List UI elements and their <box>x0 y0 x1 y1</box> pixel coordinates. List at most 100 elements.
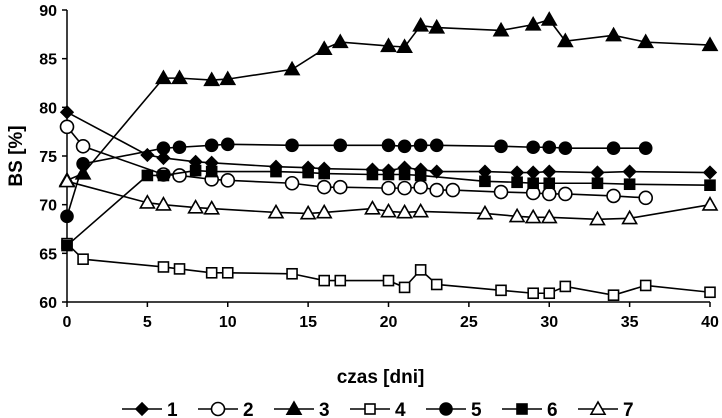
data-point <box>315 203 333 219</box>
data-point <box>397 139 412 154</box>
x-tick-label: 20 <box>380 314 398 331</box>
x-tick-label: 0 <box>63 314 72 331</box>
data-point <box>591 177 604 190</box>
legend-marker <box>589 400 607 416</box>
data-point <box>61 239 73 252</box>
legend-label: 2 <box>243 400 254 418</box>
data-point <box>590 165 605 180</box>
y-tick-labels: 60 65 70 75 80 85 90 <box>39 3 57 312</box>
data-point <box>558 141 573 156</box>
data-point <box>219 70 237 86</box>
data-point <box>638 141 653 156</box>
data-point <box>445 182 461 198</box>
data-point <box>382 168 395 181</box>
x-tick-label: 40 <box>701 314 719 331</box>
data-point <box>701 36 719 52</box>
data-point <box>701 196 719 211</box>
x-tick-labels: 0 5 10 15 20 25 30 35 40 <box>63 314 719 331</box>
y-tick-label: 65 <box>39 246 57 263</box>
data-point <box>205 165 218 178</box>
data-point <box>396 38 413 54</box>
data-point <box>606 188 621 204</box>
x-tick-label: 30 <box>540 314 558 331</box>
data-point <box>398 168 411 181</box>
legend-label: 6 <box>547 400 558 418</box>
data-point <box>203 199 221 215</box>
data-point <box>157 169 170 182</box>
data-point <box>173 263 186 275</box>
y-tick-label: 60 <box>39 295 57 312</box>
y-tick-label: 85 <box>39 52 57 69</box>
data-point <box>299 204 317 220</box>
series-layer <box>58 11 719 301</box>
data-point <box>283 60 301 76</box>
data-point <box>492 21 510 37</box>
legend-marker <box>210 401 226 417</box>
data-point <box>221 266 234 279</box>
data-point <box>187 198 204 214</box>
data-point <box>508 207 526 223</box>
data-point <box>494 139 508 154</box>
data-point <box>396 203 413 219</box>
legend-entry-6: 6 <box>502 400 558 418</box>
series-7 <box>58 172 719 226</box>
data-point <box>540 11 558 26</box>
data-point <box>412 16 430 32</box>
data-point <box>398 281 411 294</box>
series-5 <box>60 137 653 224</box>
data-point <box>479 175 491 188</box>
data-point <box>156 141 171 156</box>
data-point <box>172 168 187 183</box>
data-point <box>381 180 396 196</box>
data-point <box>155 69 172 85</box>
data-point <box>559 280 572 293</box>
data-point <box>220 137 235 152</box>
data-point <box>476 204 494 220</box>
data-point <box>412 202 430 218</box>
y-tick-label: 90 <box>39 3 57 20</box>
data-point <box>413 179 428 195</box>
data-point <box>284 175 300 191</box>
data-point <box>511 176 523 189</box>
y-tick-label: 70 <box>39 198 57 215</box>
x-tick-label: 15 <box>299 314 317 331</box>
data-point <box>366 168 379 181</box>
data-point <box>540 208 558 224</box>
data-point <box>430 278 443 291</box>
data-point <box>429 138 444 153</box>
data-point <box>495 284 507 297</box>
data-point <box>414 169 427 182</box>
data-point <box>541 186 557 202</box>
data-point <box>364 199 381 215</box>
legend: 1 2 3 4 5 6 7 <box>122 400 634 418</box>
data-point <box>558 186 573 202</box>
data-point <box>527 177 539 190</box>
data-point <box>171 69 188 85</box>
data-point <box>334 274 347 287</box>
data-point <box>428 18 446 34</box>
data-point <box>220 173 236 188</box>
legend-label: 3 <box>319 400 330 418</box>
data-point <box>526 165 541 180</box>
series-line <box>66 126 646 199</box>
data-point <box>285 138 299 153</box>
data-point <box>542 140 557 155</box>
legend-entry-5: 5 <box>426 400 482 418</box>
data-point <box>382 274 395 287</box>
y-tick-label: 75 <box>39 149 57 166</box>
data-point <box>623 178 636 191</box>
data-point <box>397 180 412 196</box>
legend-entry-4: 4 <box>350 400 406 418</box>
data-point <box>704 179 716 191</box>
data-point <box>639 279 652 292</box>
data-point <box>622 164 637 179</box>
data-point <box>286 267 298 280</box>
x-tick-label: 10 <box>219 314 237 331</box>
legend-entry-3: 3 <box>274 400 330 418</box>
legend-marker <box>134 401 150 417</box>
legend-marker <box>364 403 376 415</box>
data-point <box>543 287 556 300</box>
data-point <box>543 177 556 190</box>
data-point <box>267 203 285 219</box>
x-tick-label: 25 <box>460 314 478 331</box>
